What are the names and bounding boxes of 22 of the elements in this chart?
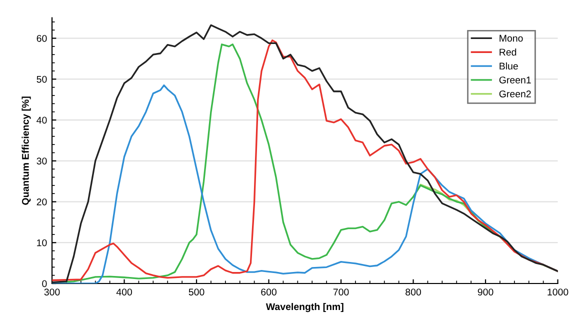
x-tick-label: 400 [116,288,132,296]
legend-label: Green1 [499,76,531,84]
x-axis-title: Wavelength [nm] [266,302,344,312]
x-tick-label: 600 [261,288,276,296]
y-tick-label: 20 [36,198,47,206]
x-tick-label: 700 [333,288,349,296]
x-tick-label: 300 [44,288,60,296]
legend-label: Red [500,48,516,56]
y-tick-label: 60 [36,34,47,42]
x-tick-label: 1000 [548,288,568,296]
y-tick-label: 40 [36,116,47,124]
y-tick-label: 10 [37,239,47,246]
y-axis-title: Quantum Efficiency [%] [22,96,31,205]
legend-label: Green2 [499,90,531,98]
y-tick-label: 0 [42,280,47,288]
x-tick-label: 900 [478,288,494,296]
x-tick-label: 800 [406,288,421,296]
legend-label: Mono [500,34,523,42]
legend-label: Blue [500,62,518,70]
x-tick-label: 500 [188,288,204,296]
y-tick-label: 50 [36,76,47,83]
y-tick-label: 30 [36,158,47,164]
